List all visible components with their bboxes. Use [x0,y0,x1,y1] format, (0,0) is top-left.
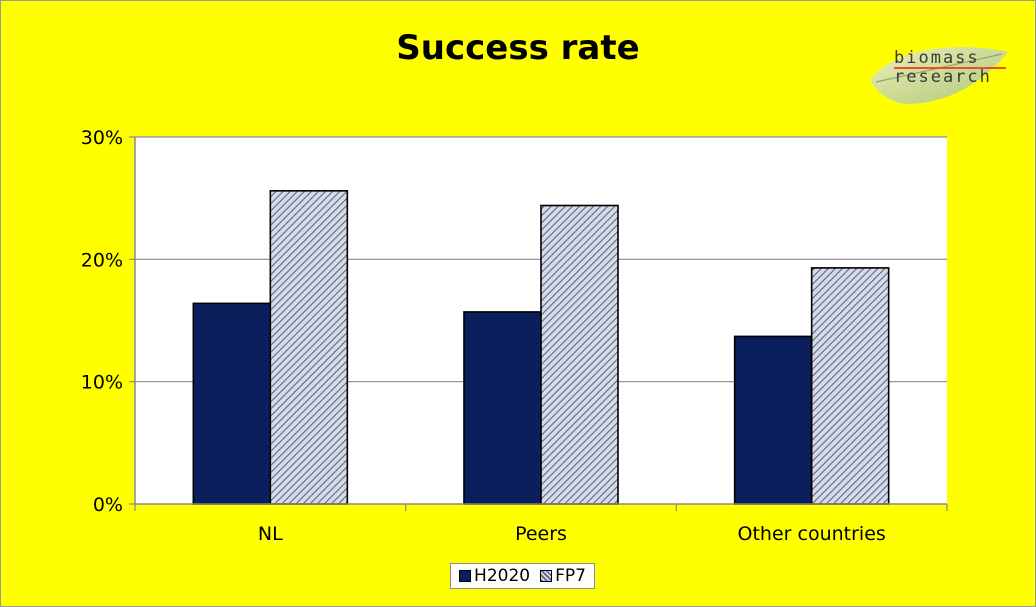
x-tick-label: Other countries [738,523,886,545]
bar-fp7-other-countries [810,267,890,505]
axes [129,136,948,511]
chart-title: Success rate [396,28,640,68]
bar-h2020-other-countries [733,335,813,505]
legend-label-fp7: FP7 [555,566,586,586]
logo-text-line2: research [894,67,992,87]
biomass-research-logo: biomass research [862,38,1012,108]
y-tick-label: 20% [81,249,123,271]
legend-swatch-fp7 [540,570,553,582]
bar-fp7-nl [269,190,349,505]
logo-underline [894,67,1006,69]
bar-fp7-peers [540,204,619,505]
legend-swatch-h2020 [459,570,472,582]
bar-h2020-nl [192,302,272,505]
legend-label-h2020: H2020 [474,566,531,586]
y-tick-label: 0% [93,494,123,516]
legend-item-fp7: FP7 [540,566,586,586]
logo-text-line1: biomass [894,48,980,68]
bars [192,190,890,505]
legend-item-h2020: H2020 [459,566,530,586]
y-tick-label: 10% [81,372,123,394]
axis-labels: 0% 10% 20% 30% NL Peers Other countries [81,127,886,545]
y-tick-label: 30% [81,127,123,149]
x-tick-label: NL [258,523,283,545]
x-tick-label: Peers [515,523,567,545]
bar-h2020-peers [463,311,542,505]
legend: H2020 FP7 [450,563,595,589]
